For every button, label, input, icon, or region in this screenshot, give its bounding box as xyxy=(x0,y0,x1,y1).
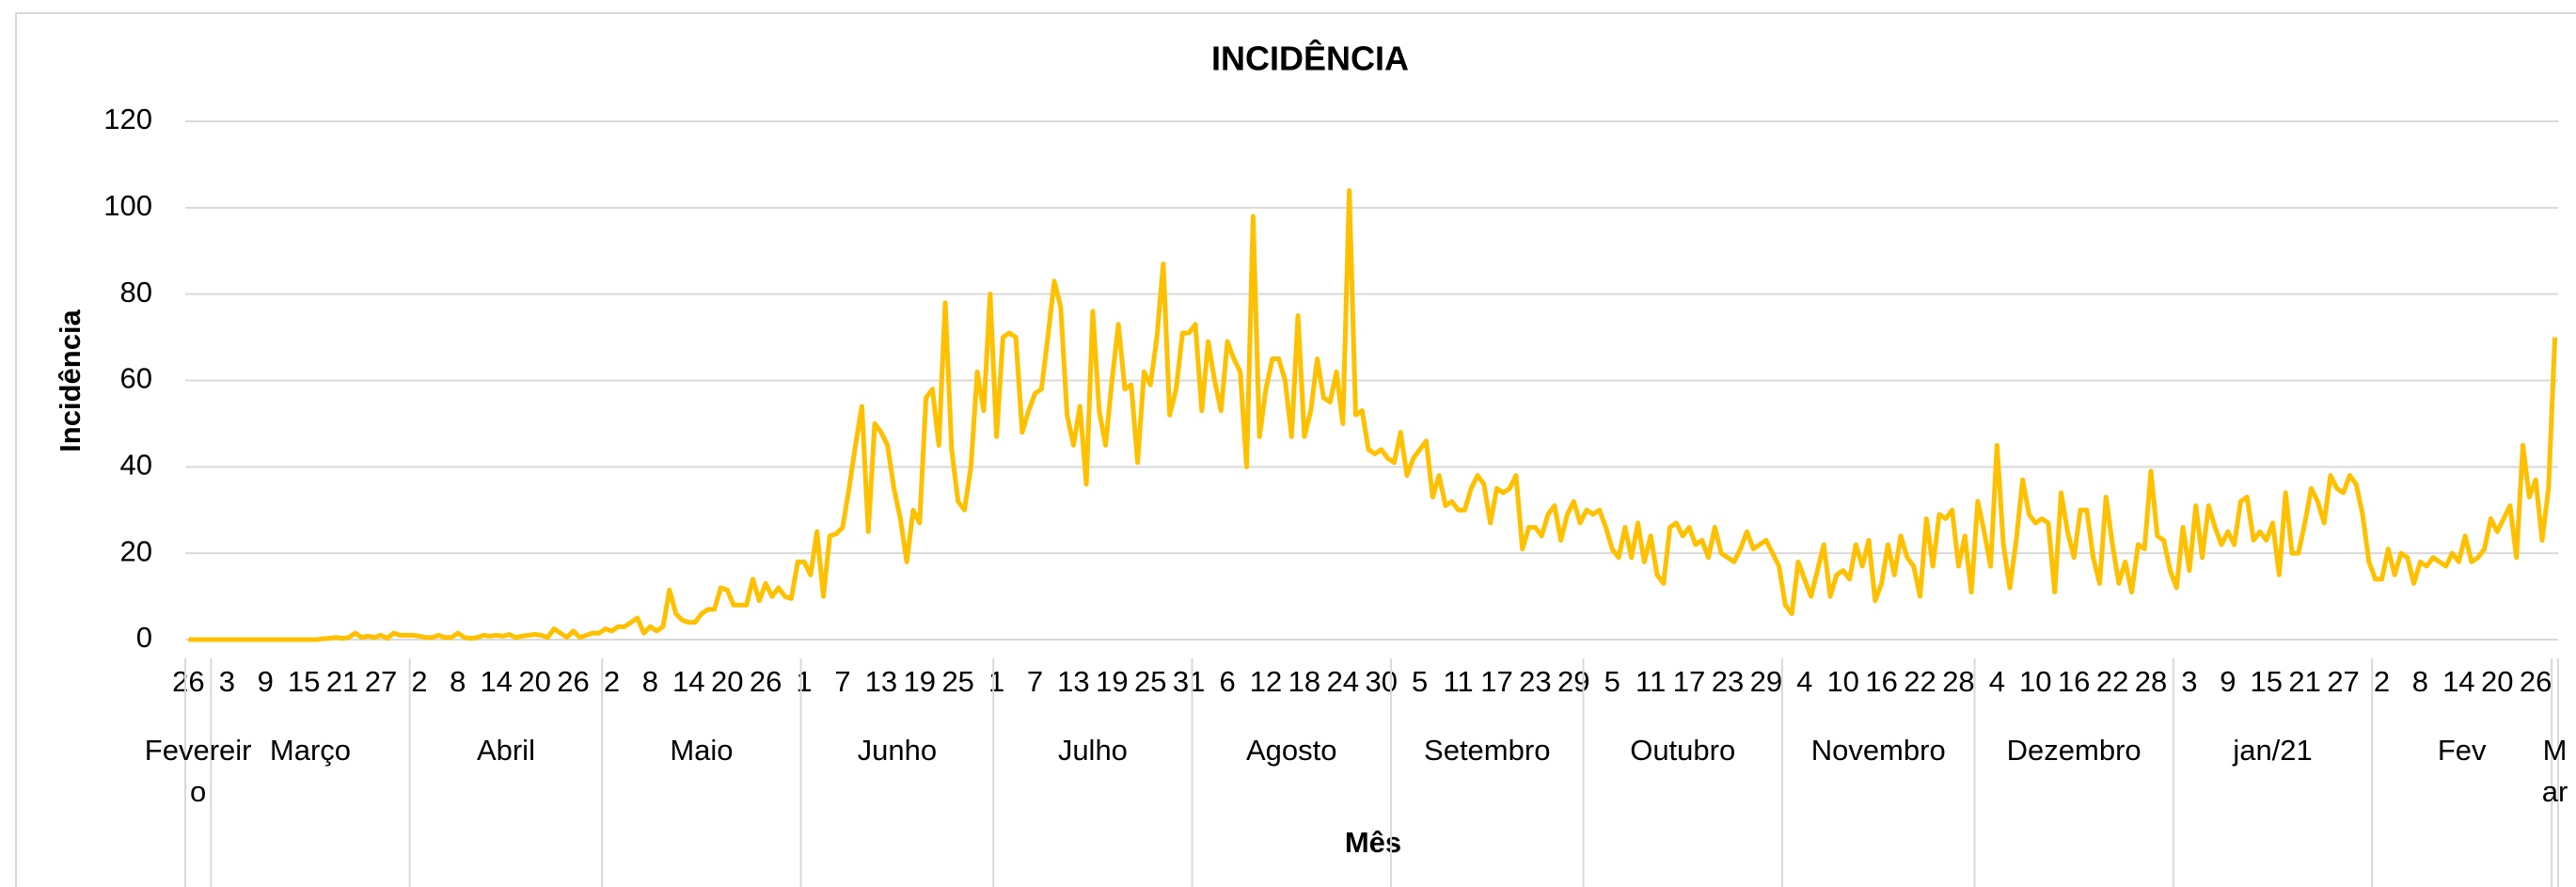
x-tick-label: 23 xyxy=(1712,665,1744,698)
month-label: Abril xyxy=(477,734,535,767)
x-tick-label: 14 xyxy=(672,665,704,698)
x-tick-label: 16 xyxy=(1865,665,1897,698)
x-tick-label: 17 xyxy=(1480,665,1512,698)
x-tick-label: 26 xyxy=(557,665,589,698)
month-label: Fev xyxy=(2438,734,2487,767)
y-axis-label: Incidência xyxy=(54,309,87,451)
x-tick-label: 15 xyxy=(288,665,320,698)
month-label: Dezembro xyxy=(2007,734,2141,767)
x-tick-label: 8 xyxy=(642,665,658,698)
x-tick-label: 3 xyxy=(2181,665,2197,698)
x-tick-label: 21 xyxy=(2288,665,2320,698)
y-tick-label: 100 xyxy=(103,189,152,222)
x-tick-label: 25 xyxy=(941,665,973,698)
x-tick-label: 14 xyxy=(480,665,512,698)
x-tick-label: 26 xyxy=(750,665,782,698)
x-tick-label: 11 xyxy=(1636,665,1666,698)
x-tick-label: 20 xyxy=(518,665,550,698)
x-tick-label: 11 xyxy=(1443,665,1473,698)
x-tick-label: 31 xyxy=(1173,665,1205,698)
x-tick-label: 13 xyxy=(865,665,897,698)
x-tick-label: 13 xyxy=(1057,665,1089,698)
x-tick-label: 26 xyxy=(172,665,204,698)
chart-border xyxy=(15,12,2576,887)
x-tick-label: 8 xyxy=(2412,665,2428,698)
x-tick-label: 21 xyxy=(326,665,358,698)
month-label: Outubro xyxy=(1630,734,1735,767)
x-tick-label: 17 xyxy=(1673,665,1705,698)
x-tick-label: 7 xyxy=(834,665,850,698)
month-label: Julho xyxy=(1058,734,1128,767)
x-tick-label: 20 xyxy=(711,665,743,698)
y-tick-label: 0 xyxy=(136,621,152,654)
x-tick-label: 19 xyxy=(1096,665,1128,698)
month-label: Maio xyxy=(670,734,733,767)
x-tick-label: 4 xyxy=(1989,665,2005,698)
x-tick-label: 27 xyxy=(365,665,397,698)
x-tick-label: 1 xyxy=(988,665,1004,698)
x-tick-label: 10 xyxy=(2019,665,2051,698)
x-tick-label: 20 xyxy=(2481,665,2513,698)
x-tick-label: 23 xyxy=(1519,665,1551,698)
month-label: Novembro xyxy=(1811,734,1946,767)
x-tick-label: 29 xyxy=(1557,665,1589,698)
data-line xyxy=(188,187,2558,642)
y-tick-label: 20 xyxy=(120,534,152,567)
chart-title: INCIDÊNCIA xyxy=(1211,39,1409,78)
month-label: Agosto xyxy=(1246,734,1337,767)
x-tick-label: 25 xyxy=(1134,665,1166,698)
x-tick-label: 9 xyxy=(258,665,274,698)
x-tick-label: 18 xyxy=(1288,665,1320,698)
x-tick-label: 3 xyxy=(219,665,235,698)
x-tick-label: 9 xyxy=(2220,665,2236,698)
x-tick-label: 5 xyxy=(1412,665,1428,698)
x-tick-label: 24 xyxy=(1327,665,1359,698)
x-axis-label: Mês xyxy=(1345,826,1401,859)
x-tick-label: 8 xyxy=(450,665,466,698)
x-tick-label: 1 xyxy=(796,665,812,698)
month-label: Março xyxy=(270,734,351,767)
y-tick-label: 60 xyxy=(120,362,152,395)
x-tick-label: 14 xyxy=(2442,665,2474,698)
x-tick-label: 19 xyxy=(904,665,936,698)
x-tick-label: 29 xyxy=(1750,665,1782,698)
x-tick-label: 22 xyxy=(2096,665,2128,698)
x-tick-label: 2 xyxy=(2374,665,2390,698)
x-tick-label: 28 xyxy=(2135,665,2167,698)
x-tick-label: 15 xyxy=(2250,665,2282,698)
x-tick-label: 2 xyxy=(411,665,427,698)
x-tick-label: 28 xyxy=(1942,665,1974,698)
x-tick-label: 12 xyxy=(1250,665,1282,698)
x-tick-label: 27 xyxy=(2327,665,2359,698)
month-label: Fevereir o xyxy=(145,734,252,808)
month-label: Setembro xyxy=(1424,734,1550,767)
x-tick-label: 5 xyxy=(1604,665,1620,698)
y-tick-label: 40 xyxy=(120,449,152,482)
x-tick-label: 30 xyxy=(1365,665,1397,698)
x-tick-label: 2 xyxy=(604,665,620,698)
y-tick-label: 80 xyxy=(120,276,152,309)
x-tick-label: 4 xyxy=(1796,665,1812,698)
x-tick-label: 6 xyxy=(1219,665,1235,698)
x-tick-label: 16 xyxy=(2058,665,2090,698)
month-label: jan/21 xyxy=(2232,734,2312,767)
month-label: Junho xyxy=(858,734,937,767)
x-tick-label: 26 xyxy=(2520,665,2552,698)
x-tick-label: 7 xyxy=(1027,665,1043,698)
y-tick-label: 120 xyxy=(103,103,152,135)
x-tick-label: 22 xyxy=(1904,665,1936,698)
x-tick-label: 10 xyxy=(1826,665,1858,698)
